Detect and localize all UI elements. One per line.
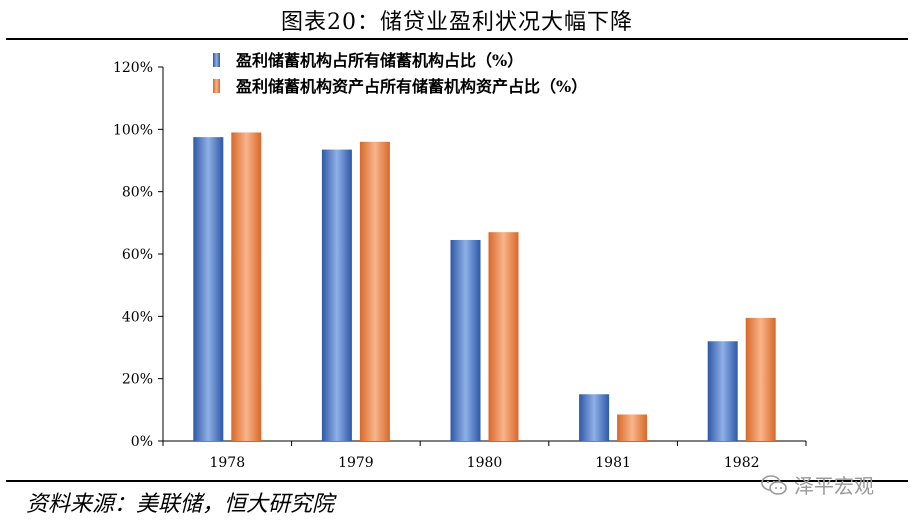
legend-swatch bbox=[213, 79, 220, 93]
bar-profitable-share bbox=[321, 149, 352, 441]
bar-profitable-share bbox=[450, 239, 481, 441]
bottom-rule bbox=[6, 480, 908, 482]
x-tick-label: 1981 bbox=[595, 455, 631, 471]
chart-title: 图表20：储贷业盈利状况大幅下降 bbox=[281, 10, 633, 35]
y-tick-label: 40% bbox=[122, 309, 153, 325]
top-rule bbox=[6, 38, 908, 40]
watermark-text: 泽平宏观 bbox=[794, 474, 874, 498]
bar-profitable-asset-share bbox=[617, 414, 648, 441]
y-tick-label: 120% bbox=[113, 60, 153, 76]
legend-swatch bbox=[213, 53, 220, 67]
bar-profitable-asset-share bbox=[488, 232, 519, 441]
wechat-icon bbox=[761, 474, 787, 495]
y-tick-label: 100% bbox=[113, 122, 153, 138]
bar-profitable-asset-share bbox=[231, 132, 262, 441]
bar-chart: 0% 20% 40% 60% 80% 100% 120% 1978 1979 1980 1981 19… bbox=[113, 51, 807, 471]
x-tick-label: 1978 bbox=[209, 455, 245, 471]
bars bbox=[193, 132, 776, 442]
legend: 盈利储蓄机构占所有储蓄机构占比（%） 盈利储蓄机构资产占所有储蓄机构资产占比（%） bbox=[213, 51, 587, 96]
bar-profitable-asset-share bbox=[745, 317, 776, 441]
x-tick-label: 1979 bbox=[338, 455, 374, 471]
bar-profitable-share bbox=[579, 394, 610, 441]
bar-profitable-share bbox=[707, 341, 738, 441]
y-tick-label: 80% bbox=[122, 185, 153, 201]
bar-profitable-asset-share bbox=[359, 141, 390, 442]
x-tick-label: 1982 bbox=[724, 455, 760, 471]
legend-label: 盈利储蓄机构资产占所有储蓄机构资产占比（%） bbox=[235, 77, 587, 96]
watermark: 泽平宏观 bbox=[760, 470, 874, 499]
axes: 0% 20% 40% 60% 80% 100% 120% 1978 1979 1980 1981 19… bbox=[113, 60, 807, 471]
y-tick-label: 0% bbox=[131, 434, 153, 450]
y-tick-label: 60% bbox=[122, 247, 153, 263]
legend-label: 盈利储蓄机构占所有储蓄机构占比（%） bbox=[235, 51, 523, 70]
bar-profitable-share bbox=[193, 137, 224, 441]
x-tick-label: 1980 bbox=[467, 455, 503, 471]
source-note: 资料来源：美联储，恒大研究院 bbox=[26, 492, 335, 517]
y-tick-label: 20% bbox=[122, 372, 153, 388]
